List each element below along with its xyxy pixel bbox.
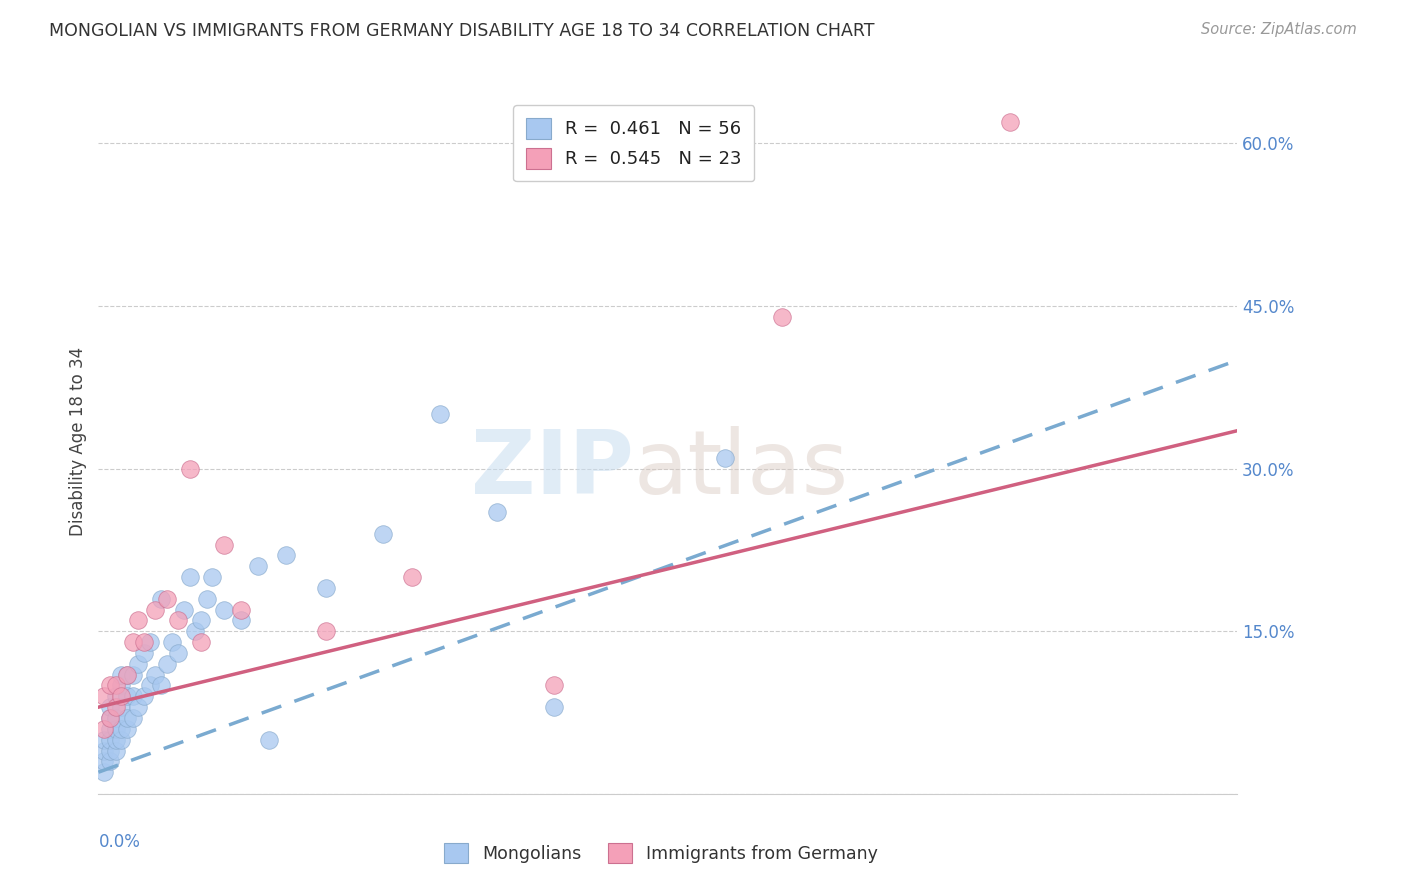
Point — [132, 690, 155, 704]
Point — [104, 678, 127, 692]
Point — [276, 549, 298, 563]
Text: MONGOLIAN VS IMMIGRANTS FROM GERMANY DISABILITY AGE 18 TO 34 CORRELATION CHART: MONGOLIAN VS IMMIGRANTS FROM GERMANY DIS… — [49, 22, 875, 40]
Point — [104, 743, 127, 757]
Point — [132, 646, 155, 660]
Text: 0.0%: 0.0% — [98, 832, 141, 851]
Point — [201, 570, 224, 584]
Point — [229, 614, 252, 628]
Point — [167, 646, 190, 660]
Point — [110, 732, 132, 747]
Point — [150, 678, 173, 692]
Point — [115, 690, 138, 704]
Point — [127, 614, 149, 628]
Point — [115, 722, 138, 736]
Point — [121, 711, 143, 725]
Point — [98, 711, 121, 725]
Point — [98, 755, 121, 769]
Point — [156, 591, 179, 606]
Point — [184, 624, 207, 639]
Point — [770, 310, 793, 324]
Point — [104, 711, 127, 725]
Point — [543, 678, 565, 692]
Point — [98, 700, 121, 714]
Point — [212, 537, 235, 551]
Point — [543, 700, 565, 714]
Point — [115, 667, 138, 681]
Point — [179, 570, 201, 584]
Point — [162, 635, 184, 649]
Point — [104, 690, 127, 704]
Point — [138, 678, 160, 692]
Point — [401, 570, 423, 584]
Point — [121, 690, 143, 704]
Point — [132, 635, 155, 649]
Point — [115, 667, 138, 681]
Point — [190, 635, 212, 649]
Point — [138, 635, 160, 649]
Point — [167, 614, 190, 628]
Point — [315, 624, 337, 639]
Point — [93, 732, 115, 747]
Point — [98, 722, 121, 736]
Point — [229, 602, 252, 616]
Legend: Mongolians, Immigrants from Germany: Mongolians, Immigrants from Germany — [437, 836, 884, 870]
Point — [93, 743, 115, 757]
Point — [104, 700, 127, 714]
Point — [98, 678, 121, 692]
Point — [179, 461, 201, 475]
Point — [115, 711, 138, 725]
Point — [93, 690, 115, 704]
Point — [93, 722, 115, 736]
Point — [145, 667, 167, 681]
Text: ZIP: ZIP — [471, 426, 634, 513]
Point — [121, 635, 143, 649]
Point — [98, 732, 121, 747]
Point — [121, 667, 143, 681]
Point — [998, 114, 1021, 128]
Legend: R =  0.461   N = 56, R =  0.545   N = 23: R = 0.461 N = 56, R = 0.545 N = 23 — [513, 105, 755, 181]
Point — [104, 722, 127, 736]
Text: atlas: atlas — [634, 426, 849, 513]
Point — [246, 559, 269, 574]
Point — [104, 732, 127, 747]
Point — [110, 667, 132, 681]
Y-axis label: Disability Age 18 to 34: Disability Age 18 to 34 — [69, 347, 87, 536]
Point — [714, 450, 737, 465]
Point — [373, 526, 395, 541]
Point — [93, 755, 115, 769]
Point — [110, 678, 132, 692]
Point — [110, 722, 132, 736]
Point — [190, 614, 212, 628]
Point — [110, 690, 132, 704]
Point — [127, 700, 149, 714]
Point — [156, 657, 179, 671]
Point — [110, 700, 132, 714]
Text: Source: ZipAtlas.com: Source: ZipAtlas.com — [1201, 22, 1357, 37]
Point — [127, 657, 149, 671]
Point — [98, 743, 121, 757]
Point — [98, 711, 121, 725]
Point — [259, 732, 281, 747]
Point — [150, 591, 173, 606]
Point — [145, 602, 167, 616]
Point — [195, 591, 218, 606]
Point — [486, 505, 509, 519]
Point — [173, 602, 195, 616]
Point — [93, 765, 115, 780]
Point — [315, 581, 337, 595]
Point — [212, 602, 235, 616]
Point — [429, 408, 451, 422]
